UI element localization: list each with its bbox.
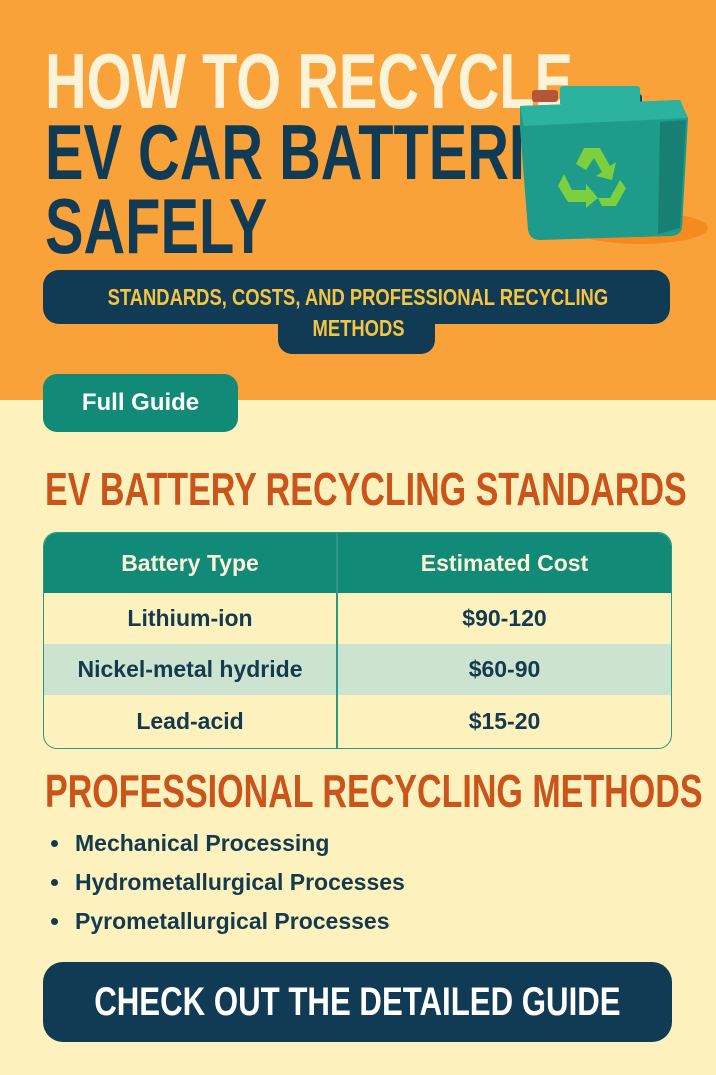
title-line-3: SAFELY [45,182,268,270]
list-item: Hydrometallurgical Processes [48,863,405,902]
battery-cost-table: Battery Type Estimated Cost Lithium-ion … [43,532,672,749]
cost-cell: $15-20 [468,708,541,734]
cost-cell: $90-120 [462,605,547,631]
list-item: Pyrometallurgical Processes [48,902,405,941]
subtitle-line-1: STANDARDS, COSTS, AND PROFESSIONAL RECYC… [107,284,609,310]
title-line-1: HOW TO RECYCLE [45,37,574,125]
battery-recycle-icon [520,86,708,244]
title-line-2: EV CAR BATTERIES [45,108,602,196]
column-header-battery-type: Battery Type [44,533,338,593]
full-guide-button[interactable]: Full Guide [43,374,238,432]
table-row: Lead-acid $15-20 [44,695,671,748]
bullet-icon [51,840,58,847]
battery-type-cell: Lithium-ion [44,593,338,644]
cost-cell: $60-90 [338,644,671,695]
battery-type-cell: Lead-acid [44,695,338,748]
table-row: Nickel-metal hydride $60-90 [44,644,671,695]
methods-heading: PROFESSIONAL RECYCLING METHODS [45,765,703,817]
detailed-guide-button[interactable]: CHECK OUT THE DETAILED GUIDE [43,962,672,1042]
subtitle-banner-tail [278,310,435,354]
column-header-estimated-cost: Estimated Cost [338,533,671,593]
bullet-icon [51,918,58,925]
table-row: Lithium-ion $90-120 [44,593,671,644]
methods-list: Mechanical Processing Hydrometallurgical… [48,824,405,941]
bullet-icon [51,879,58,886]
list-item: Mechanical Processing [48,824,405,863]
battery-type-cell: Nickel-metal hydride [44,644,338,695]
standards-heading: EV BATTERY RECYCLING STANDARDS [45,463,687,515]
subtitle-line-2: METHODS [312,315,404,341]
